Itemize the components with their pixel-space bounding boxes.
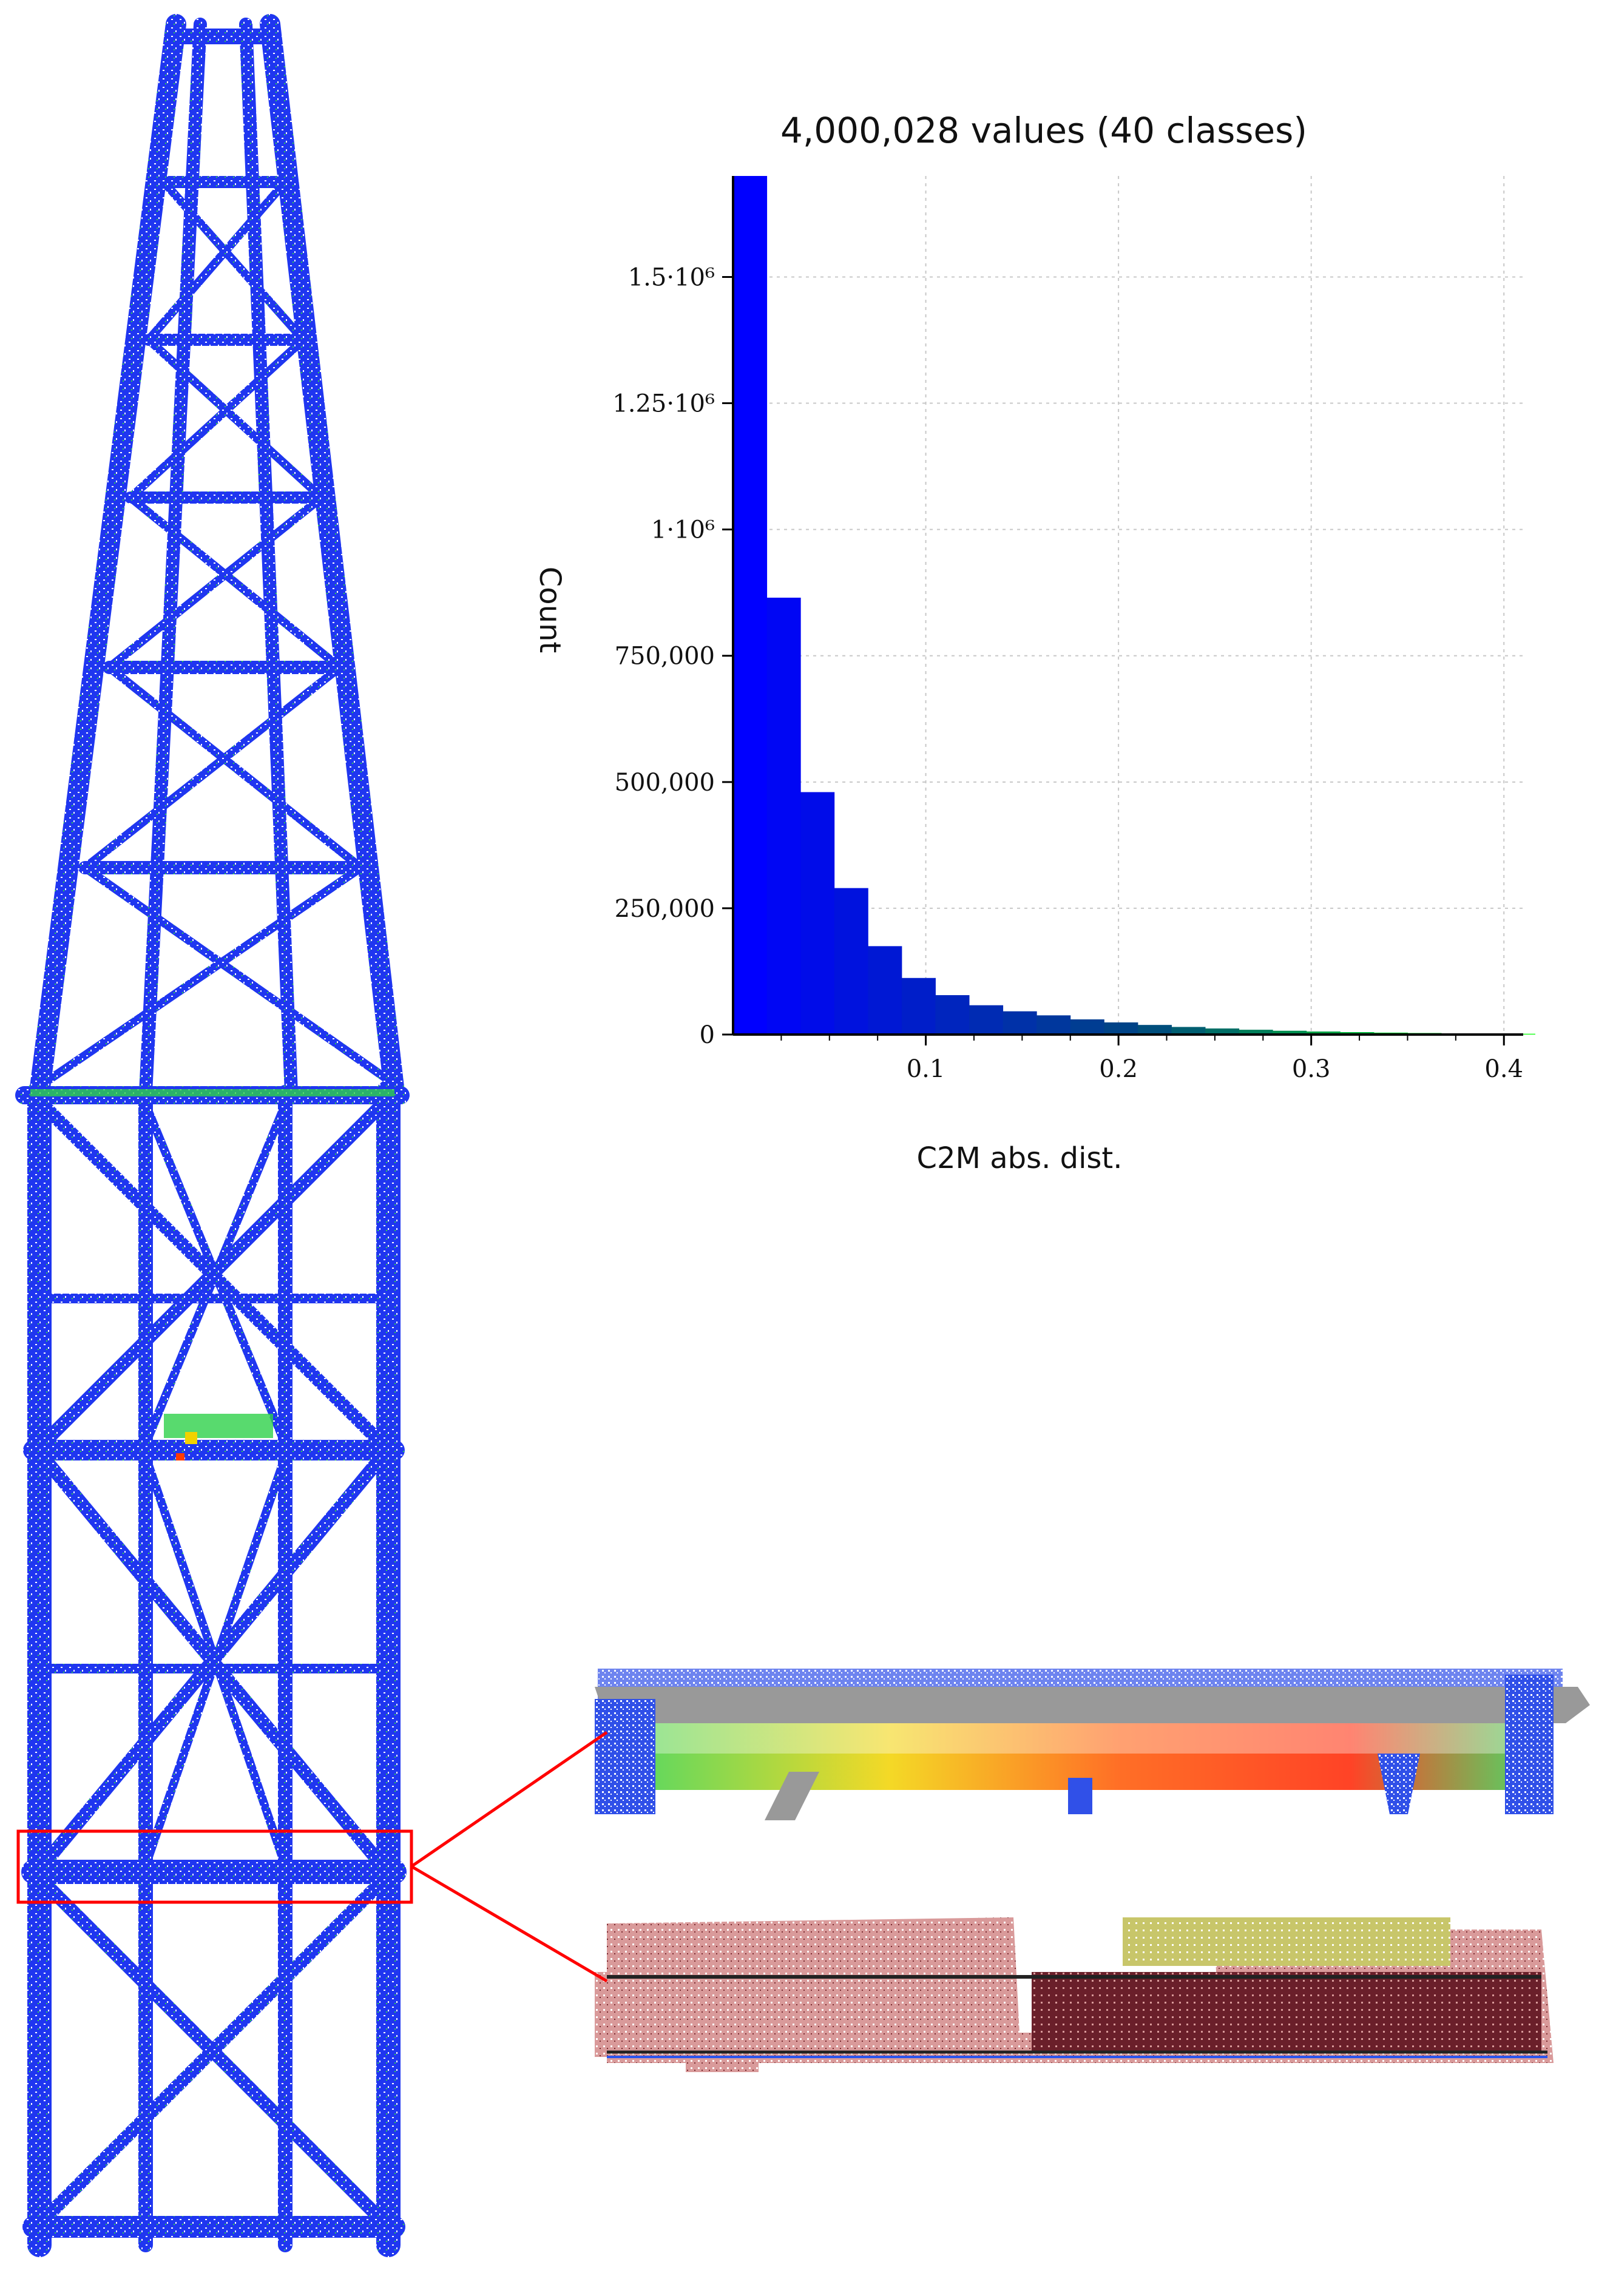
bar-14 — [1205, 1028, 1240, 1035]
bar-9 — [1036, 1015, 1071, 1035]
x-ticks: 0.1 0.2 0.3 0.4 — [780, 1035, 1523, 1083]
chart-title: 4,000,028 values (40 classes) — [780, 110, 1307, 151]
x-tick-label-0: 0.1 — [907, 1055, 945, 1083]
x-axis-label: C2M abs. dist. — [916, 1141, 1122, 1175]
bar-5 — [901, 977, 936, 1035]
y-tick-label-3: 750,000 — [615, 643, 715, 670]
bar-4 — [868, 946, 902, 1035]
bar-11 — [1104, 1022, 1138, 1035]
bar-8 — [1003, 1011, 1037, 1035]
grid — [733, 176, 1523, 1035]
bar-16 — [1273, 1030, 1307, 1035]
bar-0 — [733, 176, 768, 1035]
bar-2 — [800, 792, 835, 1035]
x-tick-label-1: 0.2 — [1099, 1055, 1138, 1083]
y-tick-label-0: 0 — [700, 1021, 715, 1049]
bar-10 — [1070, 1019, 1104, 1035]
bar-13 — [1171, 1027, 1206, 1035]
callout-line-top — [410, 1730, 608, 1868]
callout-line-bottom — [410, 1865, 608, 1983]
histogram-chart: 4,000,028 values (40 classes) 0 250,000 50… — [534, 110, 1535, 1175]
bars — [733, 176, 1535, 1035]
y-tick-label-1: 250,000 — [615, 895, 715, 923]
y-tick-label-6: 1.5·10⁶ — [628, 263, 715, 291]
detail-section-rgb — [595, 1917, 1554, 2072]
y-axis-label: Count — [534, 567, 567, 653]
bar-1 — [766, 598, 801, 1035]
y-tick-label-4: 1·10⁶ — [651, 516, 715, 544]
bar-12 — [1137, 1025, 1172, 1035]
y-ticks: 0 250,000 500,000 750,000 1·10⁶ 1.25·10⁶ 1.5·1… — [612, 263, 733, 1049]
bar-6 — [935, 995, 970, 1035]
bar-7 — [969, 1005, 1004, 1035]
bar-15 — [1239, 1030, 1273, 1035]
bar-3 — [834, 888, 868, 1035]
y-tick-label-5: 1.25·10⁶ — [612, 390, 715, 418]
bar-17 — [1306, 1032, 1341, 1035]
y-tick-label-2: 500,000 — [615, 769, 715, 797]
tower-point-cloud — [15, 14, 410, 2257]
x-tick-label-3: 0.4 — [1484, 1055, 1523, 1083]
detail-section-c2m — [595, 1669, 1590, 1820]
x-tick-label-2: 0.3 — [1292, 1055, 1331, 1083]
